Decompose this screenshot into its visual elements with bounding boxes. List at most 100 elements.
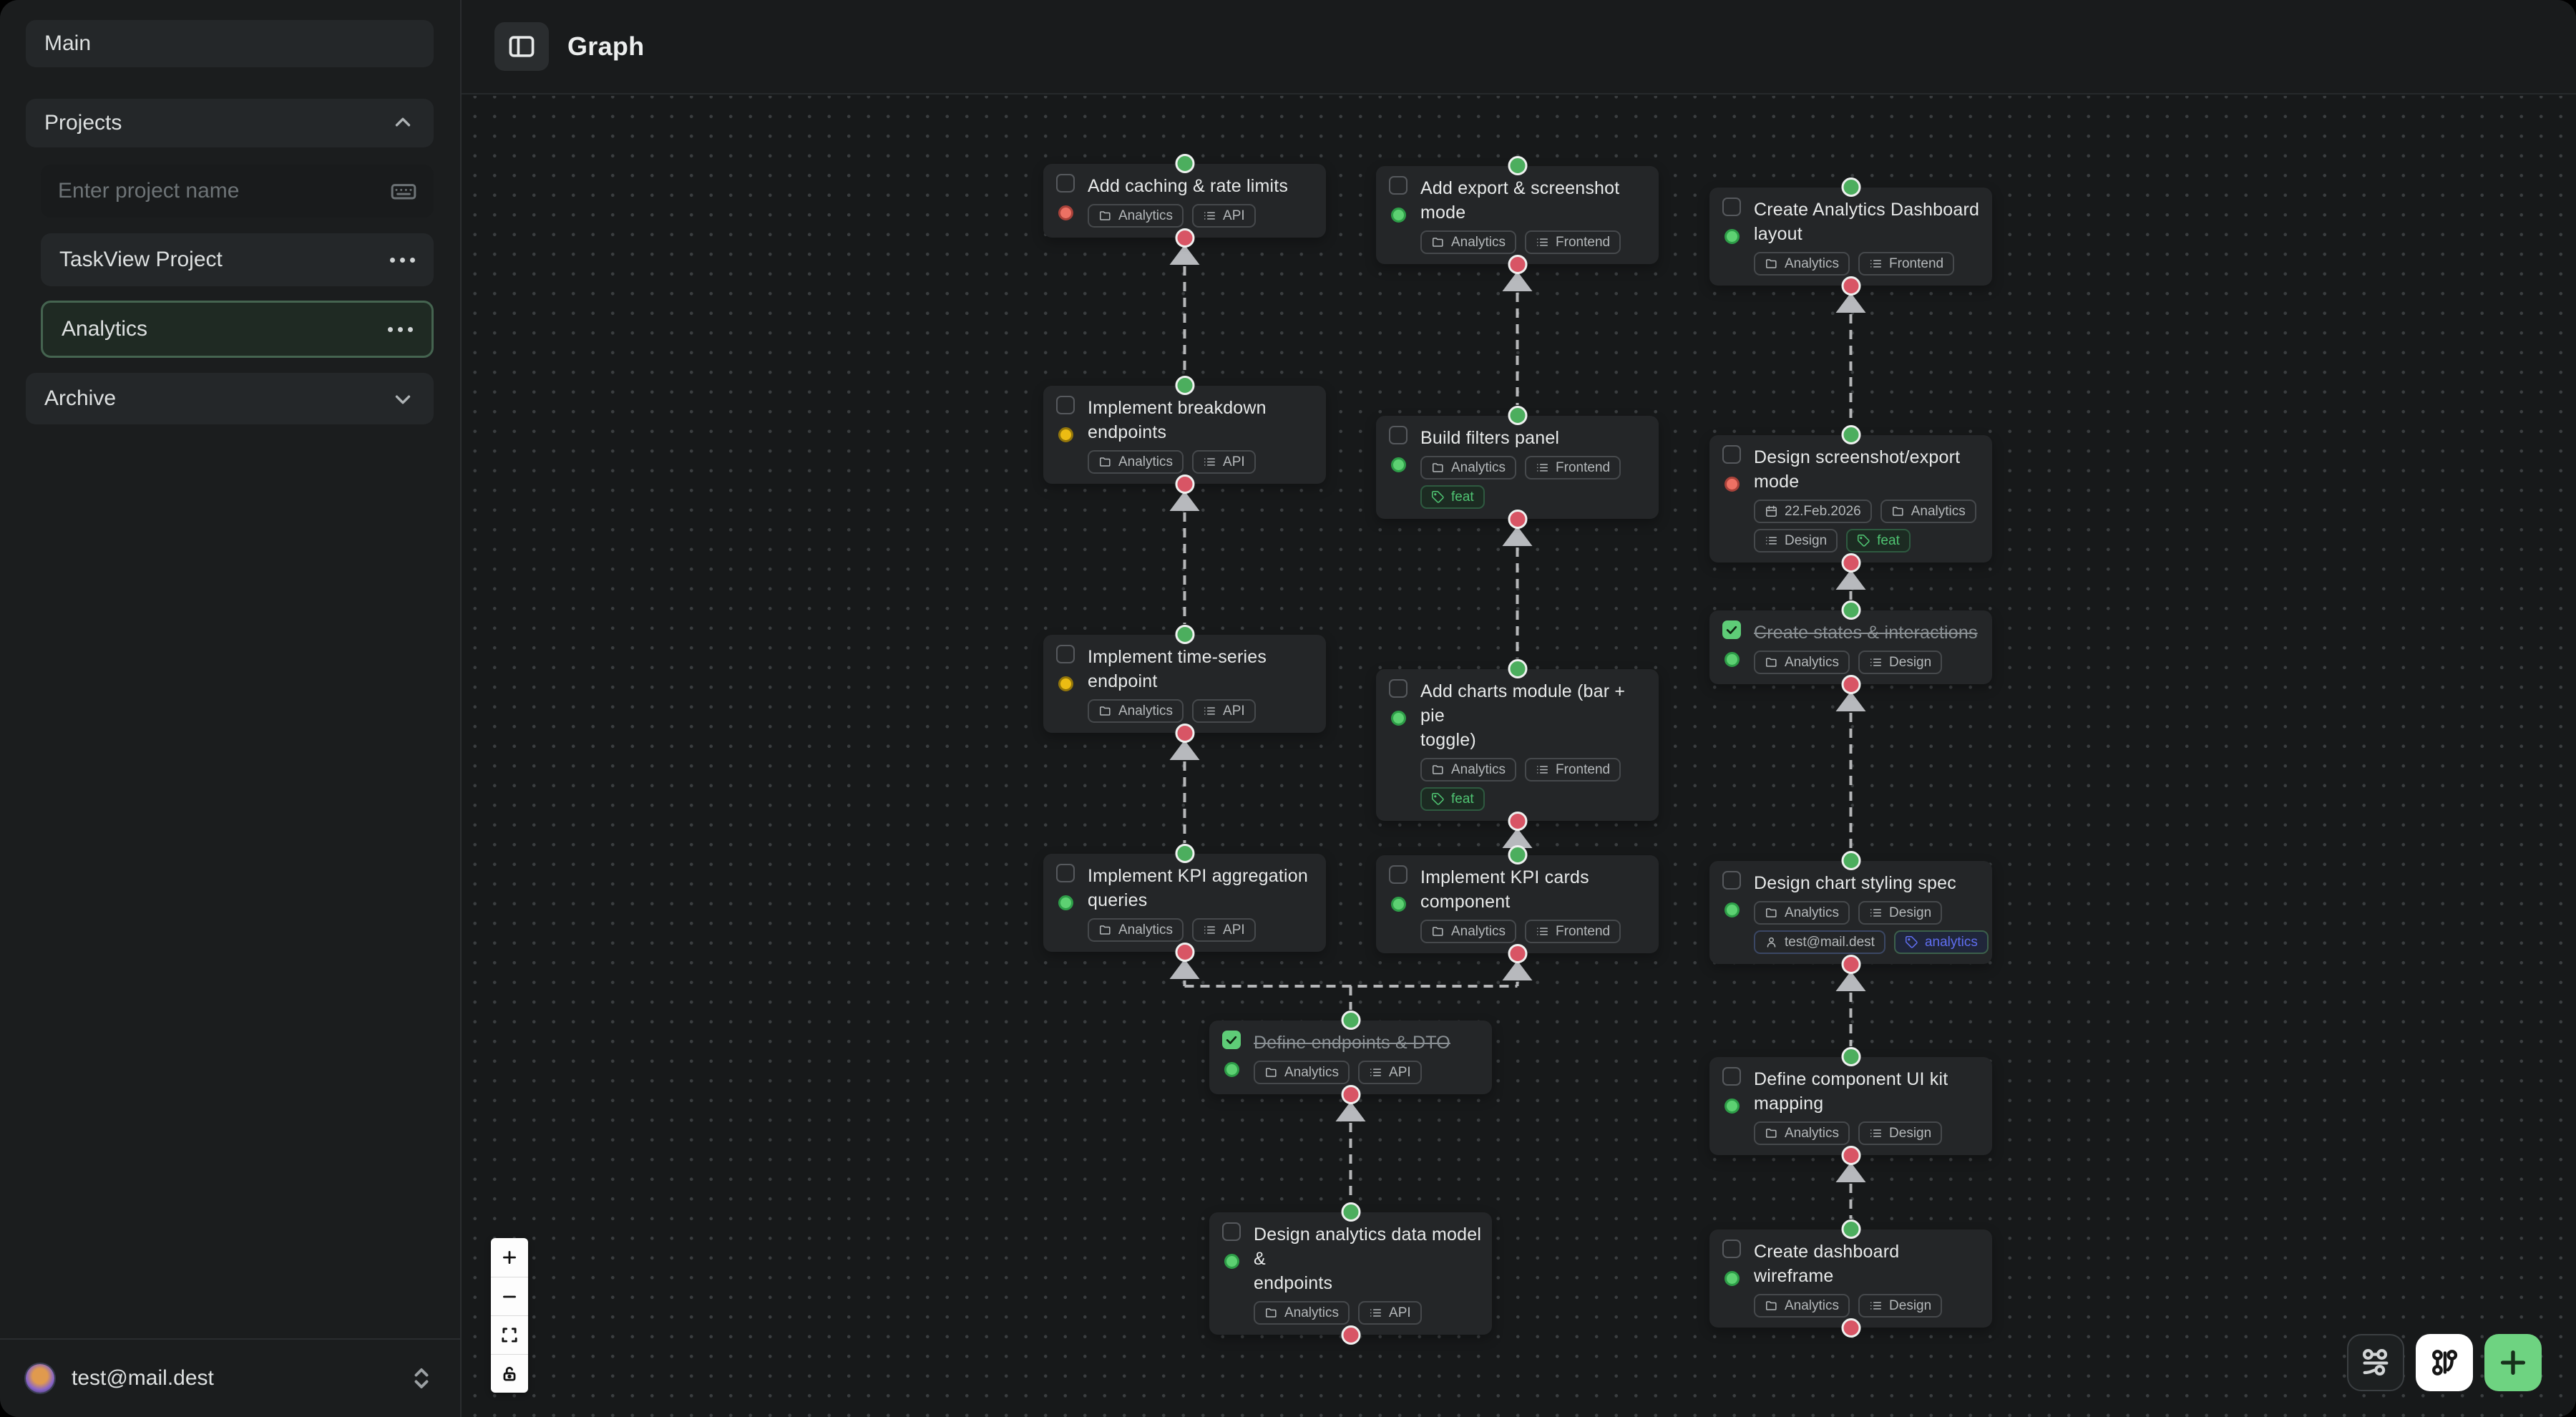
node-handle-top[interactable] — [1175, 154, 1194, 173]
task-card[interactable]: Design screenshot/export mode 22.Feb.2026… — [1709, 425, 1992, 573]
node-handle-bottom[interactable] — [1841, 1146, 1860, 1165]
account-row[interactable]: test@mail.dest — [0, 1338, 460, 1417]
node-handle-bottom[interactable] — [1175, 228, 1194, 248]
lock-button[interactable] — [491, 1354, 528, 1393]
task-checkbox[interactable] — [1056, 396, 1075, 414]
task-card[interactable]: Build filters panel Analytics Frontend feat — [1376, 406, 1659, 529]
sidebar-item-analytics[interactable]: Analytics — [41, 301, 434, 358]
node-handle-top[interactable] — [1508, 156, 1527, 175]
node-handle-top[interactable] — [1508, 845, 1527, 865]
task-checkbox[interactable] — [1222, 1222, 1241, 1241]
node-handle-bottom[interactable] — [1508, 510, 1527, 529]
graph-canvas[interactable]: Add caching & rate limits Analytics API Imp… — [462, 96, 2576, 1417]
task-checkbox[interactable] — [1722, 871, 1741, 890]
task-card[interactable]: Define component UI kit mapping Analytics… — [1709, 1047, 1992, 1165]
card-left-rail — [1721, 1240, 1742, 1318]
card-content: Add caching & rate limits Analytics API — [1088, 174, 1316, 228]
node-handle-bottom[interactable] — [1841, 675, 1860, 694]
unfold-chevrons-icon[interactable] — [409, 1365, 434, 1391]
sidebar-section-archive[interactable]: Archive — [26, 373, 434, 424]
node-handle-top[interactable] — [1341, 1011, 1360, 1030]
task-checkbox[interactable] — [1056, 864, 1075, 882]
zoom-in-button[interactable] — [491, 1238, 528, 1277]
sidebar-item-taskview-project[interactable]: TaskView Project — [41, 233, 434, 286]
status-dot-green — [1224, 1254, 1239, 1269]
badge-row: Analytics Frontend — [1420, 758, 1649, 781]
sidebar-toggle-button[interactable] — [494, 22, 549, 71]
sidebar-item-main[interactable]: Main — [26, 20, 434, 67]
fit-view-button[interactable] — [491, 1315, 528, 1354]
task-checkbox-checked[interactable] — [1722, 620, 1741, 639]
badge-label: Frontend — [1556, 761, 1611, 777]
badge-row: Analytics Design — [1754, 651, 1982, 674]
node-handle-bottom[interactable] — [1508, 255, 1527, 274]
node-handle-bottom[interactable] — [1175, 943, 1194, 962]
task-card[interactable]: Add caching & rate limits Analytics API — [1043, 154, 1326, 248]
task-checkbox[interactable] — [1389, 426, 1407, 444]
node-handle-bottom[interactable] — [1841, 955, 1860, 974]
task-card[interactable]: Create dashboard wireframe Analytics Desig… — [1709, 1219, 1992, 1338]
task-card[interactable]: Add charts module (bar + pie toggle) Anal… — [1376, 659, 1659, 831]
task-checkbox-checked[interactable] — [1222, 1031, 1241, 1049]
zoom-out-button[interactable] — [491, 1277, 528, 1315]
task-checkbox[interactable] — [1389, 865, 1407, 884]
task-checkbox[interactable] — [1056, 174, 1075, 193]
task-card[interactable]: Add export & screenshot mode Analytics Fro… — [1376, 156, 1659, 274]
badge-row: Analytics API — [1088, 699, 1316, 723]
task-checkbox[interactable] — [1056, 645, 1075, 663]
node-handle-top[interactable] — [1175, 376, 1194, 395]
task-card[interactable]: Implement breakdown endpoints Analytics AP… — [1043, 376, 1326, 494]
more-menu-icon[interactable] — [388, 326, 413, 332]
badge-label: feat — [1451, 489, 1474, 505]
node-handle-top[interactable] — [1341, 1202, 1360, 1222]
task-checkbox[interactable] — [1722, 1067, 1741, 1086]
task-card[interactable]: Implement KPI aggregation queries Analyti… — [1043, 844, 1326, 962]
graph-view-button[interactable] — [2416, 1334, 2473, 1391]
add-task-button[interactable] — [2484, 1334, 2542, 1391]
task-card[interactable]: Design analytics data model & endpoints A… — [1209, 1202, 1492, 1345]
node-handle-top[interactable] — [1508, 659, 1527, 678]
task-card[interactable]: Implement KPI cards component Analytics Fr… — [1376, 845, 1659, 963]
avatar — [26, 1364, 54, 1393]
task-card[interactable]: Create Analytics Dashboard layout Analyti… — [1709, 177, 1992, 296]
task-card[interactable]: Create states & interactions Analytics Des… — [1709, 600, 1992, 694]
node-handle-bottom[interactable] — [1341, 1085, 1360, 1104]
status-dot-green — [1724, 1271, 1740, 1286]
badge-label: API — [1389, 1305, 1411, 1320]
status-dot-green — [1724, 652, 1740, 667]
node-handle-top[interactable] — [1508, 406, 1527, 425]
badge-label: Analytics — [1911, 503, 1966, 519]
status-dot-yellow — [1058, 676, 1073, 691]
node-handle-top[interactable] — [1175, 625, 1194, 644]
node-handle-bottom[interactable] — [1175, 474, 1194, 494]
node-handle-bottom[interactable] — [1341, 1325, 1360, 1345]
node-handle-top[interactable] — [1841, 600, 1860, 620]
task-checkbox[interactable] — [1722, 445, 1741, 464]
node-handle-top[interactable] — [1841, 1047, 1860, 1066]
task-checkbox[interactable] — [1722, 1240, 1741, 1258]
folder-icon — [1100, 706, 1111, 716]
card-left-rail — [1387, 679, 1409, 811]
node-handle-bottom[interactable] — [1175, 724, 1194, 743]
node-handle-top[interactable] — [1841, 425, 1860, 444]
node-handle-top[interactable] — [1175, 844, 1194, 863]
sidebar-section-projects[interactable]: Projects — [26, 99, 434, 147]
node-handle-bottom[interactable] — [1508, 812, 1527, 831]
task-checkbox[interactable] — [1389, 679, 1407, 698]
node-handle-top[interactable] — [1841, 1219, 1860, 1239]
node-handle-bottom[interactable] — [1841, 1318, 1860, 1338]
node-handle-bottom[interactable] — [1508, 944, 1527, 963]
task-checkbox[interactable] — [1389, 176, 1407, 195]
list-icon — [1537, 927, 1548, 935]
node-handle-top[interactable] — [1841, 851, 1860, 870]
node-handle-top[interactable] — [1841, 177, 1860, 197]
more-menu-icon[interactable] — [390, 257, 415, 263]
node-handle-bottom[interactable] — [1841, 553, 1860, 573]
workflow-view-button[interactable] — [2347, 1334, 2404, 1391]
task-card[interactable]: Implement time-series endpoint Analytics A… — [1043, 625, 1326, 743]
task-card[interactable]: Define endpoints & DTO Analytics API — [1209, 1011, 1492, 1104]
task-checkbox[interactable] — [1722, 198, 1741, 216]
node-handle-bottom[interactable] — [1841, 276, 1860, 296]
task-card[interactable]: Design chart styling spec Analytics Design… — [1709, 851, 1992, 974]
project-name-input[interactable] — [57, 178, 389, 204]
